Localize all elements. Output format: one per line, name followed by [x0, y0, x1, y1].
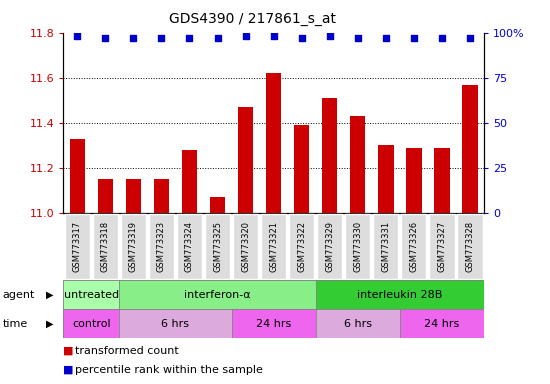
Text: GSM773331: GSM773331: [381, 221, 390, 272]
Text: interleukin 28B: interleukin 28B: [357, 290, 443, 300]
FancyBboxPatch shape: [232, 309, 316, 338]
FancyBboxPatch shape: [119, 309, 232, 338]
Point: [297, 35, 306, 41]
Text: GSM773328: GSM773328: [465, 221, 475, 272]
Bar: [378, 146, 394, 213]
Text: control: control: [72, 318, 111, 329]
Bar: [294, 125, 310, 213]
Text: time: time: [3, 318, 28, 329]
Point: [270, 33, 278, 39]
Text: GSM773322: GSM773322: [297, 221, 306, 272]
Text: GSM773327: GSM773327: [437, 221, 447, 272]
Point: [409, 35, 418, 41]
Text: agent: agent: [3, 290, 35, 300]
FancyBboxPatch shape: [177, 214, 202, 279]
Bar: [210, 197, 226, 213]
Text: GDS4390 / 217861_s_at: GDS4390 / 217861_s_at: [169, 12, 336, 25]
Bar: [69, 139, 85, 213]
Text: GSM773320: GSM773320: [241, 221, 250, 272]
Point: [213, 35, 222, 41]
Text: 24 hrs: 24 hrs: [424, 318, 460, 329]
Text: ▶: ▶: [46, 290, 53, 300]
Text: GSM773325: GSM773325: [213, 221, 222, 272]
FancyBboxPatch shape: [400, 309, 484, 338]
Point: [382, 35, 390, 41]
FancyBboxPatch shape: [63, 280, 119, 309]
Point: [73, 33, 82, 39]
FancyBboxPatch shape: [317, 214, 342, 279]
Bar: [125, 179, 141, 213]
FancyBboxPatch shape: [458, 214, 482, 279]
Bar: [266, 73, 282, 213]
FancyBboxPatch shape: [402, 214, 426, 279]
FancyBboxPatch shape: [63, 309, 119, 338]
Text: GSM773317: GSM773317: [73, 221, 82, 272]
Point: [185, 35, 194, 41]
Point: [326, 33, 334, 39]
Point: [241, 33, 250, 39]
Bar: [462, 84, 478, 213]
Text: ■: ■: [63, 364, 74, 375]
Text: ▶: ▶: [46, 318, 53, 329]
Bar: [434, 148, 450, 213]
Text: 6 hrs: 6 hrs: [344, 318, 372, 329]
Point: [129, 35, 138, 41]
FancyBboxPatch shape: [289, 214, 314, 279]
Text: 24 hrs: 24 hrs: [256, 318, 292, 329]
Text: GSM773319: GSM773319: [129, 221, 138, 272]
Text: GSM773321: GSM773321: [269, 221, 278, 272]
Text: transformed count: transformed count: [75, 346, 179, 356]
Text: ■: ■: [63, 346, 74, 356]
Point: [438, 35, 447, 41]
Bar: [97, 179, 113, 213]
Bar: [350, 116, 366, 213]
FancyBboxPatch shape: [205, 214, 230, 279]
Bar: [322, 98, 338, 213]
Point: [101, 35, 110, 41]
Text: untreated: untreated: [64, 290, 119, 300]
FancyBboxPatch shape: [119, 280, 316, 309]
FancyBboxPatch shape: [261, 214, 286, 279]
Text: GSM773318: GSM773318: [101, 221, 110, 272]
Text: percentile rank within the sample: percentile rank within the sample: [75, 364, 263, 375]
Point: [353, 35, 362, 41]
Text: GSM773326: GSM773326: [409, 221, 419, 272]
FancyBboxPatch shape: [430, 214, 454, 279]
FancyBboxPatch shape: [65, 214, 90, 279]
Text: 6 hrs: 6 hrs: [162, 318, 189, 329]
Bar: [406, 148, 422, 213]
FancyBboxPatch shape: [233, 214, 258, 279]
FancyBboxPatch shape: [93, 214, 118, 279]
Text: GSM773323: GSM773323: [157, 221, 166, 272]
Bar: [182, 150, 197, 213]
FancyBboxPatch shape: [149, 214, 174, 279]
Text: GSM773329: GSM773329: [325, 221, 334, 272]
FancyBboxPatch shape: [316, 309, 400, 338]
Point: [465, 35, 474, 41]
Text: GSM773324: GSM773324: [185, 221, 194, 272]
Point: [157, 35, 166, 41]
FancyBboxPatch shape: [345, 214, 370, 279]
Text: interferon-α: interferon-α: [184, 290, 251, 300]
Text: GSM773330: GSM773330: [353, 221, 362, 272]
FancyBboxPatch shape: [373, 214, 398, 279]
FancyBboxPatch shape: [121, 214, 146, 279]
FancyBboxPatch shape: [316, 280, 484, 309]
Bar: [238, 107, 254, 213]
Bar: [153, 179, 169, 213]
